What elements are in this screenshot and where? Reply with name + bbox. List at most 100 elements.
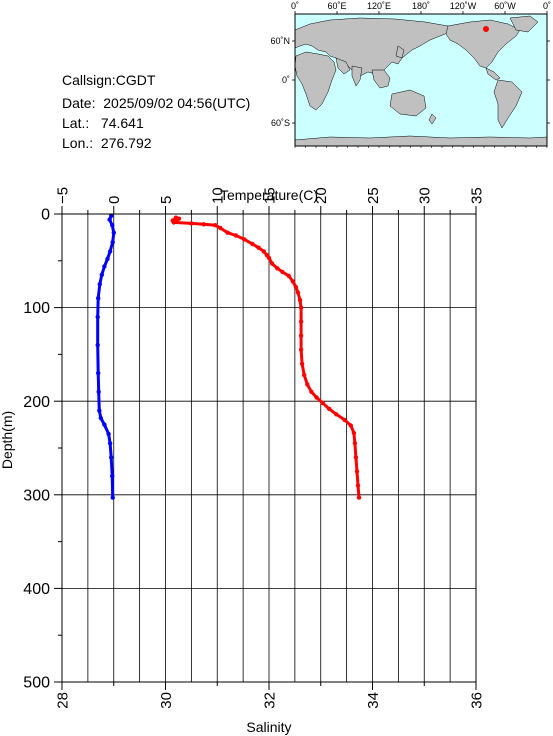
map-land-australia (389, 89, 427, 117)
depth-tick-label: 0 (41, 207, 50, 224)
map-longitude-label: 60˚W (494, 1, 516, 11)
lon-line: Lon.: 276.792 (62, 136, 152, 150)
temperature-data-point (286, 273, 291, 278)
temperature-axis-title: Temperature(C) (220, 187, 318, 203)
temperature-data-point (298, 305, 304, 310)
salinity-data-point (96, 389, 101, 394)
temperature-data-point (309, 389, 314, 394)
world-map: 0˚ 60˚E 120˚E 180˚ 120˚W 60˚W 0˚ 60˚N 0˚ 60˚S (270, 1, 551, 148)
salinity-data-point (96, 296, 101, 301)
salinity-data-point (107, 249, 113, 254)
temperature-data-point (352, 441, 358, 446)
salinity-data-point (106, 431, 111, 437)
callsign-line: Callsign:CGDT (62, 73, 155, 87)
temperature-data-point (293, 284, 299, 290)
temperature-data-point (250, 241, 255, 247)
temperature-data-point (242, 237, 247, 242)
temperature-data-point (233, 233, 239, 238)
temperature-data-point (348, 423, 353, 428)
depth-tick-label: 300 (23, 487, 50, 504)
depth-tick-label: 100 (23, 300, 50, 317)
temperature-data-point (218, 225, 223, 231)
temperature-data-point (326, 406, 332, 411)
temperature-tick-label: −5 (54, 187, 71, 204)
salinity-tick-label: 28 (54, 692, 71, 709)
temperature-tick-label: 5 (158, 196, 175, 204)
depth-tick-label: 200 (23, 394, 50, 411)
salinity-data-point (105, 256, 110, 262)
temperature-data-point (261, 249, 266, 254)
lat-value: 74.641 (100, 115, 144, 131)
salinity-data-point (110, 223, 115, 228)
temperature-data-point (356, 495, 362, 500)
salinity-data-point (102, 264, 107, 269)
temperature-data-point (295, 290, 301, 295)
map-latitude-label: 0˚ (282, 75, 290, 85)
salinity-data-point (107, 441, 113, 446)
temperature-data-point (171, 220, 176, 225)
map-land-south-america (493, 79, 523, 129)
temperature-tick-label: 15 (261, 187, 278, 204)
salinity-data-point (98, 415, 104, 421)
callsign-value: CGDT (115, 72, 156, 88)
salinity-tick-label: 36 (468, 692, 485, 709)
temperature-data-point (298, 319, 304, 324)
date-value: 2025/09/02 04:56(UTC) (103, 95, 251, 111)
salinity-tick-label: 30 (158, 692, 175, 709)
temperature-data-point (189, 221, 194, 226)
salinity-axis-title: Salinity (246, 719, 291, 735)
salinity-data-point (97, 282, 103, 287)
map-land-india (351, 65, 363, 87)
temperature-data-point (298, 333, 304, 338)
temperature-data-point (290, 279, 295, 284)
temperature-data-point (266, 255, 272, 261)
temperature-data-point (298, 347, 304, 352)
map-latitude-label: 60˚N (270, 36, 290, 46)
map-tick-marks (292, 11, 550, 148)
temperature-data-point (176, 216, 182, 221)
map-land-central-america (485, 67, 501, 81)
temperature-data-point (256, 245, 261, 250)
temperature-tick-label: 35 (468, 187, 485, 204)
salinity-tick-label: 34 (365, 692, 382, 709)
temperature-data-point (351, 430, 357, 436)
salinity-data-point (95, 342, 100, 348)
map-longitude-label: 180˚ (412, 1, 430, 11)
temperature-data-point (305, 382, 310, 387)
lon-value: 276.792 (100, 135, 152, 151)
temperature-tick-label: 25 (365, 187, 382, 204)
date-label: Date: (62, 95, 96, 111)
map-longitude-label: 0˚ (543, 1, 551, 11)
station-marker (483, 26, 489, 32)
temperature-data-point (280, 269, 285, 275)
salinity-data-point (107, 217, 112, 222)
map-land-north-america (445, 19, 521, 69)
temperature-data-point (302, 372, 307, 378)
salinity-data-point (96, 370, 101, 376)
salinity-data-point (109, 213, 114, 219)
salinity-series (95, 213, 117, 500)
map-land-nz (428, 113, 437, 125)
map-longitude-label: 120˚W (450, 1, 477, 11)
temperature-data-point (201, 222, 206, 227)
temperature-tick-label: 20 (313, 187, 330, 204)
map-top-labels: 0˚ 60˚E 120˚E 180˚ 120˚W 60˚W 0˚ (291, 1, 551, 11)
lat-label: Lat.: (62, 115, 90, 131)
date-line: Date: 2025/09/02 04:56(UTC) (62, 96, 250, 110)
map-longitude-label: 60˚E (327, 1, 346, 11)
salinity-data-point (95, 314, 100, 320)
map-land-arabia (335, 57, 351, 75)
map-land (294, 15, 548, 147)
map-land-greenland (509, 15, 539, 33)
temperature-data-point (225, 230, 230, 235)
map-land-antarctica (294, 135, 548, 147)
depth-tick-label: 400 (23, 581, 50, 598)
temperature-data-point (297, 297, 303, 303)
map-left-labels: 60˚N 0˚ 60˚S (270, 36, 290, 128)
temperature-series (170, 215, 362, 500)
temperature-data-point (353, 455, 359, 460)
salinity-data-point (110, 239, 115, 245)
depth-tick-label: 500 (23, 675, 50, 692)
